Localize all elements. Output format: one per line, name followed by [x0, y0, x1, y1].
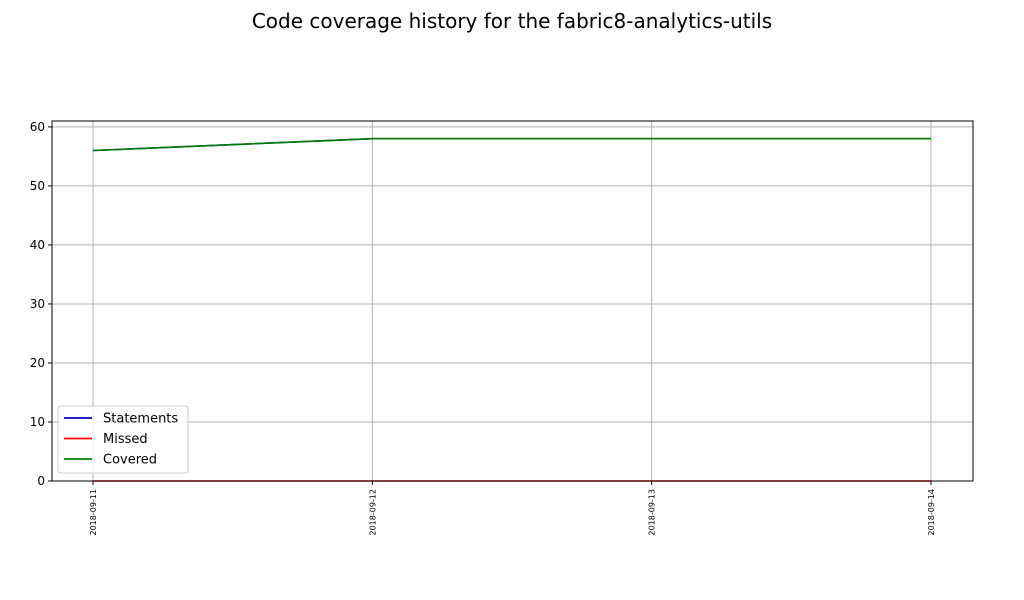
legend-box: [57, 405, 189, 474]
x-tick-label: 2018-09-14: [927, 489, 936, 536]
y-tick-label: 20: [30, 356, 45, 370]
series-line-covered: [92, 137, 931, 152]
legend-label: Statements: [103, 412, 178, 427]
x-tick-label: 2018-09-13: [648, 489, 657, 536]
plot-frame: [51, 120, 974, 482]
y-axis: 0 10 20 30 40 50 60: [30, 120, 52, 488]
x-axis: 2018-09-11 2018-09-12 2018-09-13 2018-09-14: [89, 481, 936, 536]
y-tick-label: 50: [30, 179, 45, 193]
grid: [52, 121, 973, 482]
legend: Statements Missed Covered: [57, 405, 189, 474]
legend-label: Missed: [103, 432, 148, 447]
series-lines: [92, 137, 931, 482]
x-tick-label: 2018-09-11: [89, 489, 98, 536]
y-tick-label: 0: [37, 474, 45, 488]
y-tick-label: 60: [30, 120, 45, 134]
y-tick-label: 40: [30, 238, 45, 252]
y-tick-label: 30: [30, 297, 45, 311]
y-tick-label: 10: [30, 415, 45, 429]
chart-title: Code coverage history for the fabric8-an…: [252, 9, 772, 33]
x-tick-label: 2018-09-12: [368, 489, 377, 536]
legend-label: Covered: [103, 453, 157, 468]
